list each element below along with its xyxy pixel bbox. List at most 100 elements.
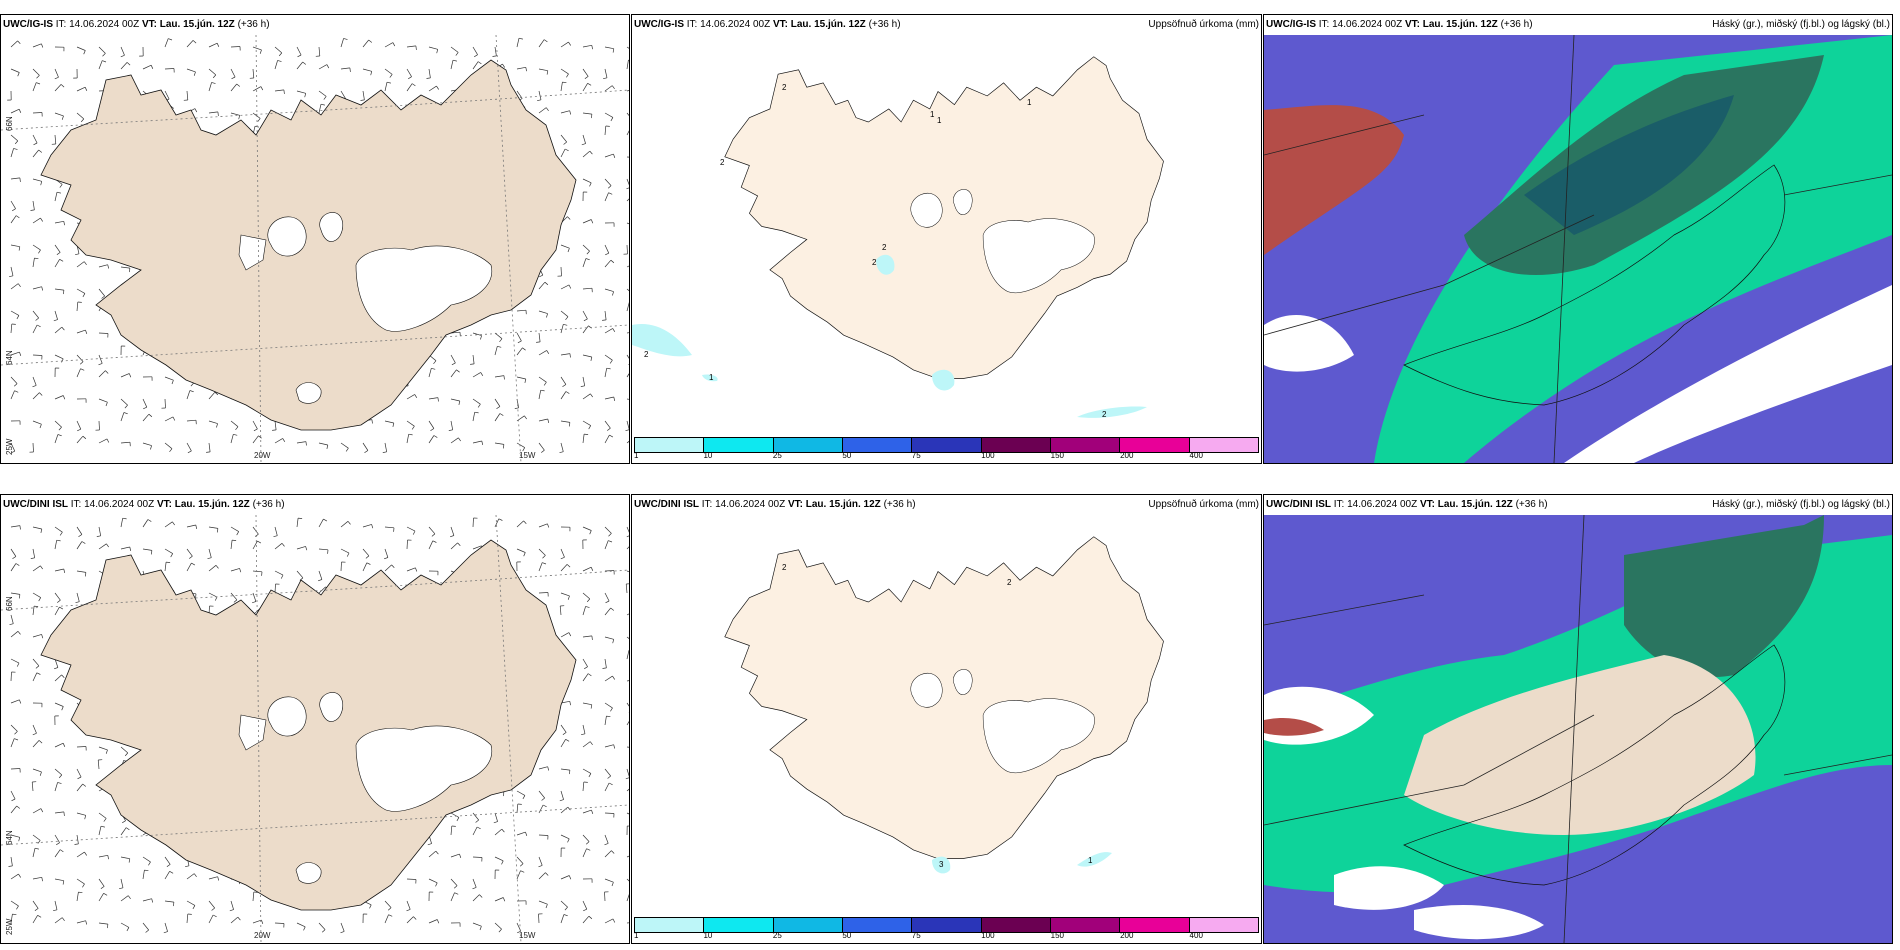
panel-title: Háský (gr.), miðský (fj.bl.) og lágský (… bbox=[1712, 19, 1890, 30]
legend-tick-label: 1 bbox=[634, 931, 639, 940]
cloud-map-svg bbox=[1264, 34, 1892, 463]
vt-label: VT: bbox=[1404, 19, 1420, 30]
it-label: IT: bbox=[1333, 499, 1345, 510]
legend-tick-label: 1 bbox=[634, 451, 639, 460]
panel-header: UWC/DINI ISL IT: 14.06.2024 00Z VT: Lau.… bbox=[1, 495, 629, 515]
precip-annotation: 2 bbox=[1102, 410, 1107, 419]
precip-annotation: 3 bbox=[939, 860, 944, 869]
precip-map-svg: 2 1 1 1 2 2 2 2 1 2 bbox=[632, 35, 1261, 435]
lead-time: (+36 h) bbox=[237, 19, 270, 30]
precip-annotation: 2 bbox=[782, 83, 787, 92]
vt-label: VT: bbox=[1419, 499, 1435, 510]
vt-value: Lau. 15.jún. 12Z bbox=[1437, 499, 1513, 510]
vt-label: VT: bbox=[156, 499, 172, 510]
legend-swatch bbox=[635, 918, 705, 932]
vt-label: VT: bbox=[141, 19, 157, 30]
cloud-map-svg bbox=[1264, 514, 1892, 943]
wind-map-svg bbox=[1, 34, 629, 463]
legend-ticks: 1 10 25 50 75 100 150 200 400 bbox=[634, 931, 1259, 941]
legend-swatch bbox=[842, 438, 913, 452]
legend-swatch bbox=[1189, 918, 1258, 932]
vt-value: Lau. 15.jún. 12Z bbox=[790, 19, 866, 30]
cloud-map bbox=[1264, 514, 1892, 943]
legend-tick-label: 200 bbox=[1120, 931, 1134, 940]
it-label: IT: bbox=[1318, 19, 1330, 30]
legend-swatch bbox=[1050, 918, 1121, 932]
panel-header: UWC/DINI ISL IT: 14.06.2024 00Z VT: Lau.… bbox=[1264, 495, 1892, 515]
precip-annotation: 2 bbox=[882, 243, 887, 252]
legend-tick-label: 10 bbox=[703, 451, 713, 460]
legend-swatch bbox=[773, 918, 843, 932]
wind-map: 66N 64N 25W 20W 15W bbox=[1, 514, 629, 943]
legend-tick-label: 50 bbox=[842, 451, 852, 460]
vt-value: Lau. 15.jún. 12Z bbox=[159, 19, 235, 30]
lon-label-20w: 20W bbox=[254, 931, 271, 940]
panel-header: UWC/DINI ISL IT: 14.06.2024 00Z VT: Lau.… bbox=[632, 495, 1261, 515]
panel-header: UWC/IG-IS IT: 14.06.2024 00Z VT: Lau. 15… bbox=[1264, 15, 1892, 35]
legend-ticks: 1 10 25 50 75 100 150 200 400 bbox=[634, 451, 1259, 461]
lead-time: (+36 h) bbox=[883, 499, 916, 510]
legend-tick-label: 75 bbox=[911, 931, 921, 940]
precip-annotation: 1 bbox=[1088, 856, 1093, 865]
lat-label-66n: 66N bbox=[5, 596, 14, 611]
precip-annotation: 1 bbox=[1027, 98, 1032, 107]
legend-swatch bbox=[981, 918, 1051, 932]
legend-swatch bbox=[842, 918, 913, 932]
legend-tick-label: 200 bbox=[1120, 451, 1134, 460]
model-name: UWC/IG-IS bbox=[3, 19, 53, 30]
vt-value: Lau. 15.jún. 12Z bbox=[805, 499, 881, 510]
legend-tick-label: 25 bbox=[772, 931, 782, 940]
legend-swatch bbox=[981, 438, 1051, 452]
precip-annotation: 1 bbox=[937, 116, 942, 125]
precip-annotation: 1 bbox=[709, 373, 714, 382]
legend-tick-label: 75 bbox=[911, 451, 921, 460]
legend-swatch bbox=[704, 438, 774, 452]
it-value: 14.06.2024 00Z bbox=[84, 499, 155, 510]
cloud-panel: UWC/DINI ISL IT: 14.06.2024 00Z VT: Lau.… bbox=[1263, 494, 1893, 944]
legend-swatch bbox=[912, 438, 982, 452]
legend-swatch bbox=[1120, 438, 1190, 452]
legend-swatch bbox=[704, 918, 774, 932]
precip-annotation: 2 bbox=[782, 563, 787, 572]
cloud-map bbox=[1264, 34, 1892, 463]
it-value: 14.06.2024 00Z bbox=[1332, 19, 1403, 30]
wind-map: 66N 64N 25W 20W 15W bbox=[1, 34, 629, 463]
lat-label-64n: 64N bbox=[5, 830, 14, 845]
precip-map: 2 2 1 3 bbox=[632, 515, 1261, 915]
legend-tick-label: 150 bbox=[1050, 931, 1065, 940]
precip-annotation: 2 bbox=[872, 258, 877, 267]
precip-legend: 1 10 25 50 75 100 150 200 400 bbox=[632, 915, 1261, 943]
it-label: IT: bbox=[70, 499, 82, 510]
legend-swatch bbox=[912, 918, 982, 932]
panel-header: UWC/IG-IS IT: 14.06.2024 00Z VT: Lau. 15… bbox=[1, 15, 629, 35]
wind-panel: UWC/DINI ISL IT: 14.06.2024 00Z VT: Lau.… bbox=[0, 494, 630, 944]
lon-label-25w: 25W bbox=[5, 918, 14, 935]
legend-swatch bbox=[1120, 918, 1190, 932]
it-value: 14.06.2024 00Z bbox=[715, 499, 786, 510]
vt-value: Lau. 15.jún. 12Z bbox=[1422, 19, 1498, 30]
legend-tick-label: 100 bbox=[981, 931, 995, 940]
precip-map-svg: 2 2 1 3 bbox=[632, 515, 1261, 915]
precip-annotation: 1 bbox=[930, 110, 935, 119]
it-value: 14.06.2024 00Z bbox=[700, 19, 771, 30]
precip-annotation: 2 bbox=[720, 158, 725, 167]
lat-label-64n: 64N bbox=[5, 350, 14, 365]
precip-panel: UWC/IG-IS IT: 14.06.2024 00Z VT: Lau. 15… bbox=[631, 14, 1262, 464]
panel-header: UWC/IG-IS IT: 14.06.2024 00Z VT: Lau. 15… bbox=[632, 15, 1261, 35]
legend-tick-label: 10 bbox=[703, 931, 713, 940]
precip-annotation: 2 bbox=[1007, 578, 1012, 587]
panel-title: Uppsöfnuð úrkoma (mm) bbox=[1148, 499, 1259, 510]
wind-panel: UWC/IG-IS IT: 14.06.2024 00Z VT: Lau. 15… bbox=[0, 14, 630, 464]
lon-label-15w: 15W bbox=[519, 451, 536, 460]
lat-label-66n: 66N bbox=[5, 116, 14, 131]
legend-swatch bbox=[1050, 438, 1121, 452]
lon-label-15w: 15W bbox=[519, 931, 536, 940]
precip-panel: UWC/DINI ISL IT: 14.06.2024 00Z VT: Lau.… bbox=[631, 494, 1262, 944]
it-label: IT: bbox=[701, 499, 713, 510]
legend-swatch bbox=[1189, 438, 1258, 452]
lead-time: (+36 h) bbox=[868, 19, 901, 30]
precip-legend: 1 10 25 50 75 100 150 200 400 bbox=[632, 435, 1261, 463]
legend-tick-label: 25 bbox=[772, 451, 782, 460]
model-name: UWC/DINI ISL bbox=[3, 499, 68, 510]
model-name: UWC/DINI ISL bbox=[1266, 499, 1331, 510]
